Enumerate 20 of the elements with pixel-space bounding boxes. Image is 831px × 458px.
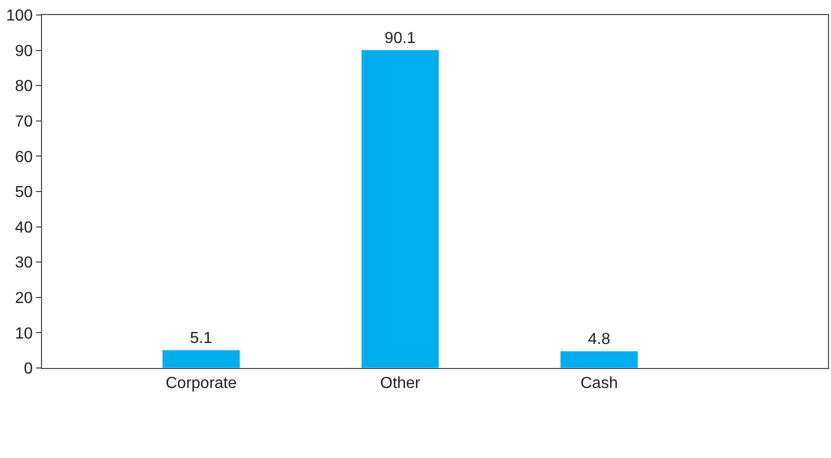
bar	[361, 50, 440, 368]
data-label: 5.1	[190, 330, 212, 347]
y-tick-label: 50	[15, 184, 33, 202]
y-tick-label: 100	[6, 8, 33, 25]
y-tick-label: 10	[15, 325, 33, 342]
bar	[162, 350, 240, 368]
y-tick-label: 0	[24, 360, 33, 378]
y-tick-label: 90	[15, 42, 33, 60]
x-tick-label: Cash	[580, 375, 618, 392]
y-tick-label: 40	[15, 219, 33, 236]
bar	[560, 350, 638, 368]
data-label: 90.1	[384, 30, 416, 47]
y-tick-label: 80	[15, 78, 33, 96]
y-tick-label: 30	[15, 254, 33, 272]
y-tick-label: 60	[15, 148, 33, 166]
data-label: 4.8	[588, 331, 610, 348]
x-tick-label: Corporate	[166, 375, 237, 392]
y-tick-label: 20	[15, 290, 33, 307]
y-tick-label: 70	[15, 114, 33, 130]
x-tick-label: Other	[380, 375, 421, 392]
